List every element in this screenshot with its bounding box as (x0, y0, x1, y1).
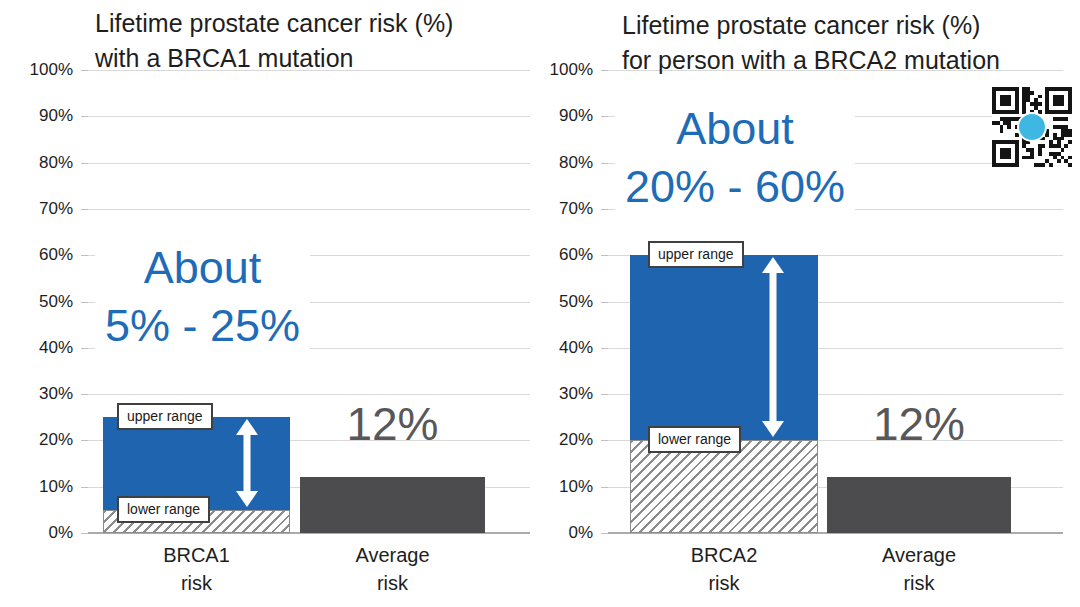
category-label-line: risk (117, 569, 277, 597)
axis-tick (601, 209, 608, 210)
y-axis-label: 30% (535, 383, 593, 405)
y-axis-label: 80% (535, 152, 593, 174)
y-axis-label: 50% (15, 291, 73, 313)
brca1-range-annotation: About 5% - 25% (95, 239, 310, 355)
lower-range-label: lower range (117, 496, 210, 523)
axis-tick (601, 440, 608, 441)
axis-tick (81, 302, 88, 303)
qr-center-logo-icon (1017, 112, 1047, 142)
category-label: BRCA1risk (117, 541, 277, 597)
y-axis-label: 40% (535, 337, 593, 359)
axis-tick (81, 116, 88, 117)
axis-tick (601, 116, 608, 117)
y-axis-label: 30% (15, 383, 73, 405)
category-label-line: risk (313, 569, 473, 597)
category-label-line: BRCA1 (117, 541, 277, 569)
brca1-chart-title-line1: Lifetime prostate cancer risk (%) (95, 6, 453, 41)
bar-average (827, 477, 1011, 533)
axis-tick (601, 163, 608, 164)
annotation-line: 5% - 25% (95, 297, 310, 355)
axis-tick (601, 348, 608, 349)
upper-range-label: upper range (648, 241, 744, 268)
axis-tick (601, 533, 608, 534)
axis-tick (601, 255, 608, 256)
brca2-range-annotation: About 20% - 60% (615, 100, 855, 216)
category-label-line: risk (644, 569, 804, 597)
range-arrow-icon (760, 257, 786, 437)
axis-tick (81, 440, 88, 441)
y-axis-label: 100% (535, 59, 593, 81)
category-label-line: Average (839, 541, 999, 569)
category-label: Averagerisk (313, 541, 473, 597)
axis-tick (81, 394, 88, 395)
axis-tick (81, 209, 88, 210)
brca1-chart-title-line2: with a BRCA1 mutation (95, 41, 453, 76)
qr-code (992, 87, 1072, 167)
category-label-line: Average (313, 541, 473, 569)
average-value-label: 12% (313, 401, 473, 447)
y-axis-label: 0% (535, 522, 593, 544)
slide: Lifetime prostate cancer risk (%) with a… (0, 0, 1080, 607)
axis-tick (601, 487, 608, 488)
y-axis-label: 20% (535, 429, 593, 451)
axis-tick (81, 70, 88, 71)
axis-tick (81, 487, 88, 488)
gridline (88, 394, 530, 395)
lower-range-label: lower range (648, 426, 741, 453)
range-arrow-icon (234, 419, 260, 507)
y-axis-label: 60% (535, 244, 593, 266)
y-axis-label: 80% (15, 152, 73, 174)
y-axis-label: 10% (15, 476, 73, 498)
category-label: Averagerisk (839, 541, 999, 597)
y-axis-label: 70% (15, 198, 73, 220)
category-label-line: BRCA2 (644, 541, 804, 569)
category-label: BRCA2risk (644, 541, 804, 597)
y-axis-label: 100% (15, 59, 73, 81)
y-axis-label: 50% (535, 291, 593, 313)
upper-range-label: upper range (117, 403, 213, 430)
axis-tick (81, 163, 88, 164)
annotation-line: About (95, 239, 310, 297)
y-axis-label: 20% (15, 429, 73, 451)
y-axis-label: 90% (535, 105, 593, 127)
axis-tick (601, 394, 608, 395)
axis-tick (601, 302, 608, 303)
axis-tick (81, 533, 88, 534)
axis-tick (81, 348, 88, 349)
gridline (88, 116, 530, 117)
bar-risk-range (630, 255, 818, 440)
gridline (88, 209, 530, 210)
brca2-chart-title: Lifetime prostate cancer risk (%) for pe… (622, 8, 1000, 78)
y-axis-label: 0% (15, 522, 73, 544)
brca1-chart-title: Lifetime prostate cancer risk (%) with a… (95, 6, 453, 76)
annotation-line: About (615, 100, 855, 158)
y-axis-label: 70% (535, 198, 593, 220)
average-value-label: 12% (839, 401, 999, 447)
annotation-line: 20% - 60% (615, 158, 855, 216)
axis-tick (601, 70, 608, 71)
y-axis-label: 40% (15, 337, 73, 359)
axis-tick (81, 255, 88, 256)
gridline (88, 163, 530, 164)
y-axis-label: 60% (15, 244, 73, 266)
y-axis-label: 10% (535, 476, 593, 498)
bar-average (300, 477, 485, 533)
category-label-line: risk (839, 569, 999, 597)
brca2-chart-title-line2: for person with a BRCA2 mutation (622, 43, 1000, 78)
bar-lower-range-hatch (630, 440, 818, 533)
brca2-chart-title-line1: Lifetime prostate cancer risk (%) (622, 8, 1000, 43)
y-axis-label: 90% (15, 105, 73, 127)
